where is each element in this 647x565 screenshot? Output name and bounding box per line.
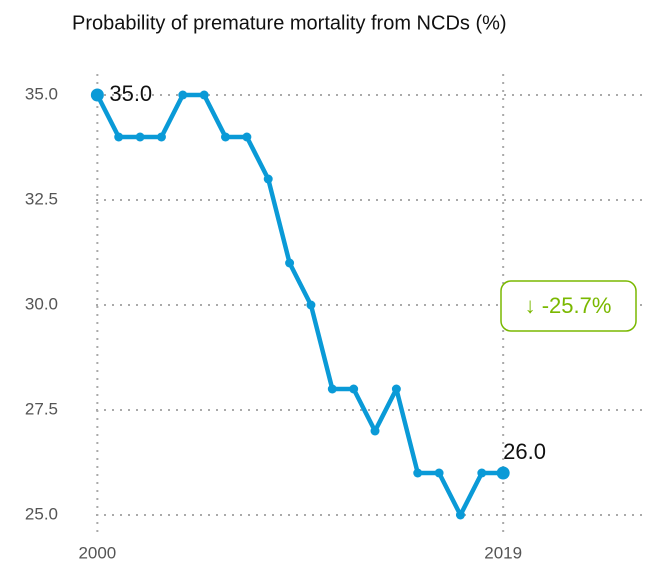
point [156, 132, 166, 142]
x-tick-label: 2000 [78, 543, 116, 562]
point [178, 90, 188, 100]
y-tick-label: 32.5 [25, 189, 58, 208]
point [114, 132, 124, 142]
annotation-box [500, 280, 637, 332]
point [285, 258, 295, 268]
chart-title: Probability of premature mortality from … [72, 12, 507, 34]
y-tick-label: 30.0 [25, 294, 58, 313]
point [370, 426, 380, 436]
point [413, 468, 423, 478]
data-label: 35.0 [109, 81, 152, 106]
y-tick-label: 27.5 [25, 399, 58, 418]
point [90, 88, 104, 102]
point [477, 468, 487, 478]
point [349, 384, 359, 394]
point [306, 300, 316, 310]
point [391, 384, 401, 394]
point [434, 468, 444, 478]
point [221, 132, 231, 142]
point [455, 510, 465, 520]
point [496, 466, 510, 480]
y-tick-label: 25.0 [25, 504, 58, 523]
annotation: ↓ -25.7% [525, 293, 612, 318]
data-label: 26.0 [503, 439, 546, 464]
line [95, 92, 504, 518]
point [135, 132, 145, 142]
point [263, 174, 273, 184]
x-tick-label: 2019 [484, 543, 522, 562]
y-tick-label: 35.0 [25, 84, 58, 103]
point [327, 384, 337, 394]
point [199, 90, 209, 100]
point [242, 132, 252, 142]
